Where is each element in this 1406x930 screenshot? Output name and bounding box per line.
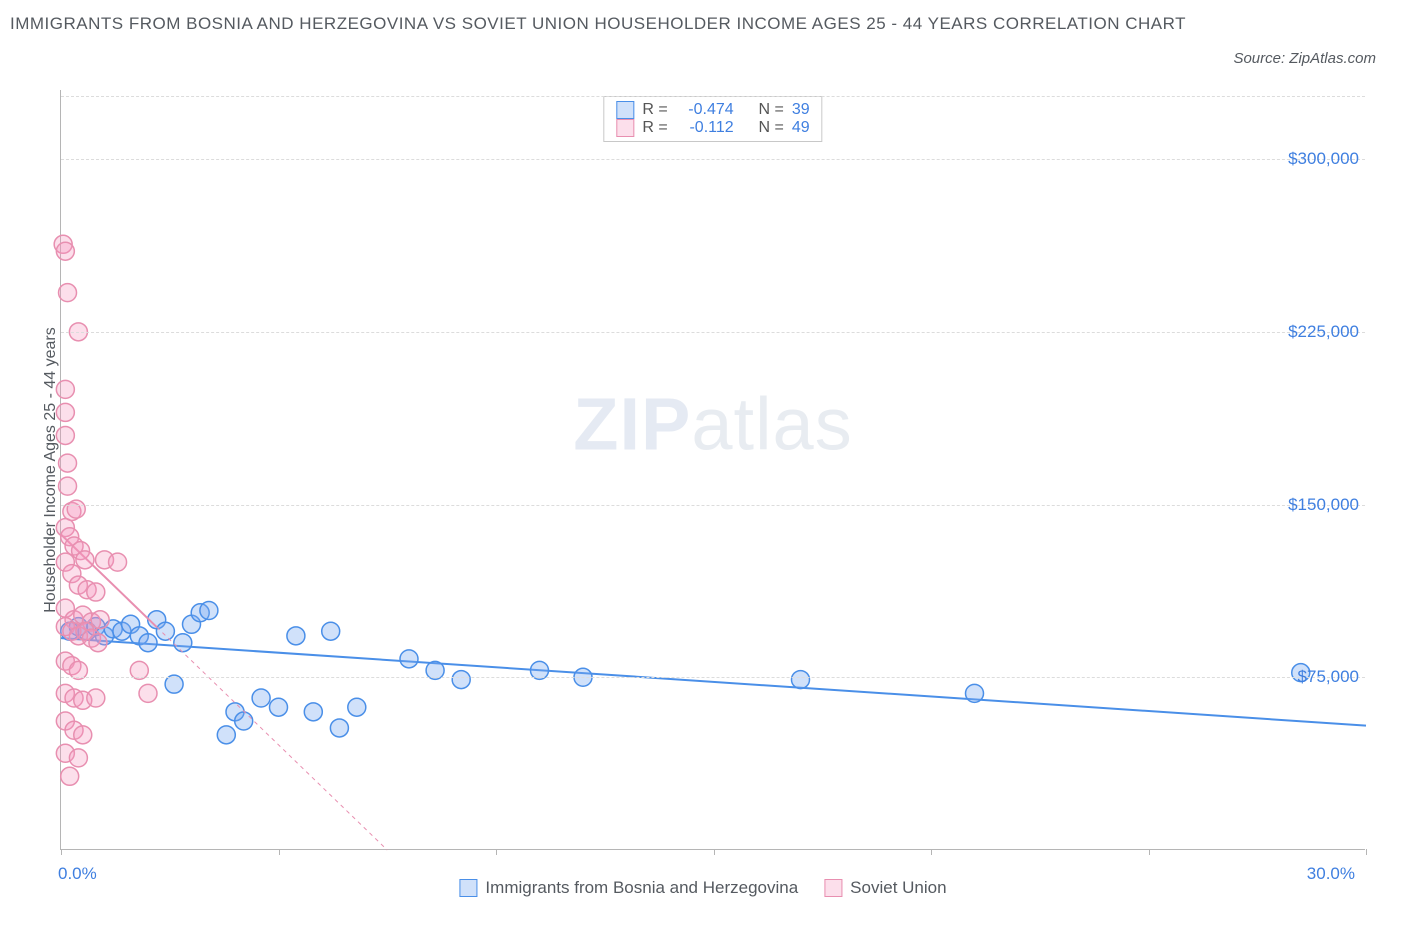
data-point <box>252 689 270 707</box>
data-point <box>56 426 74 444</box>
x-tick <box>714 849 715 855</box>
data-point <box>174 634 192 652</box>
x-tick <box>496 849 497 855</box>
swatch-series2 <box>616 119 634 137</box>
data-point <box>69 749 87 767</box>
legend-swatch-1 <box>459 879 477 897</box>
r-value-1: -0.474 <box>676 101 734 119</box>
data-point <box>156 622 174 640</box>
data-point <box>400 650 418 668</box>
gridline-h <box>61 505 1365 506</box>
x-tick <box>1149 849 1150 855</box>
plot-area: Householder Income Ages 25 - 44 years ZI… <box>60 90 1365 850</box>
data-point <box>217 726 235 744</box>
data-point <box>56 242 74 260</box>
data-point <box>59 454 77 472</box>
legend-item-1: Immigrants from Bosnia and Herzegovina <box>459 878 798 898</box>
legend-swatch-2 <box>824 879 842 897</box>
data-point <box>89 634 107 652</box>
data-point <box>61 767 79 785</box>
data-point <box>87 689 105 707</box>
legend-item-2: Soviet Union <box>824 878 946 898</box>
data-point <box>139 684 157 702</box>
data-point <box>304 703 322 721</box>
data-point <box>270 698 288 716</box>
stats-legend-box: R = -0.474 N = 39 R = -0.112 N = 49 <box>603 96 822 142</box>
data-point <box>200 601 218 619</box>
chart-container: IMMIGRANTS FROM BOSNIA AND HERZEGOVINA V… <box>10 10 1396 920</box>
x-axis-max-label: 30.0% <box>1307 864 1355 884</box>
n-label-1: N = <box>759 101 784 119</box>
data-point <box>74 726 92 744</box>
data-point <box>330 719 348 737</box>
r-label-2: R = <box>642 119 667 137</box>
data-point <box>287 627 305 645</box>
data-point <box>235 712 253 730</box>
gridline-h <box>61 332 1365 333</box>
data-point <box>139 634 157 652</box>
stats-row-series1: R = -0.474 N = 39 <box>616 101 809 119</box>
x-tick <box>931 849 932 855</box>
legend-label-2: Soviet Union <box>850 878 946 898</box>
r-value-2: -0.112 <box>676 119 734 137</box>
x-tick <box>279 849 280 855</box>
y-tick-label: $225,000 <box>1288 322 1359 342</box>
data-point <box>59 284 77 302</box>
data-point <box>966 684 984 702</box>
x-tick <box>61 849 62 855</box>
n-value-1: 39 <box>792 101 810 119</box>
legend-label-1: Immigrants from Bosnia and Herzegovina <box>485 878 798 898</box>
stats-row-series2: R = -0.112 N = 49 <box>616 119 809 137</box>
source-attribution: Source: ZipAtlas.com <box>1233 50 1376 67</box>
x-axis-min-label: 0.0% <box>58 864 97 884</box>
n-value-2: 49 <box>792 119 810 137</box>
y-tick-label: $300,000 <box>1288 149 1359 169</box>
r-label-1: R = <box>642 101 667 119</box>
y-tick-label: $75,000 <box>1298 667 1359 687</box>
data-point <box>56 380 74 398</box>
data-point <box>792 671 810 689</box>
y-axis-label: Householder Income Ages 25 - 44 years <box>42 327 60 613</box>
x-tick <box>1366 849 1367 855</box>
data-point <box>91 611 109 629</box>
chart-area: Householder Income Ages 25 - 44 years ZI… <box>20 90 1385 890</box>
data-point <box>59 477 77 495</box>
data-point <box>67 500 85 518</box>
data-point <box>109 553 127 571</box>
chart-title: IMMIGRANTS FROM BOSNIA AND HERZEGOVINA V… <box>10 10 1396 39</box>
data-point <box>452 671 470 689</box>
data-point <box>76 551 94 569</box>
data-point <box>322 622 340 640</box>
swatch-series1 <box>616 101 634 119</box>
n-label-2: N = <box>759 119 784 137</box>
data-point <box>56 403 74 421</box>
y-tick-label: $150,000 <box>1288 495 1359 515</box>
data-point <box>348 698 366 716</box>
gridline-h <box>61 159 1365 160</box>
gridline-h <box>61 96 1365 97</box>
data-point <box>87 583 105 601</box>
gridline-h <box>61 677 1365 678</box>
scatter-svg <box>61 90 1366 850</box>
bottom-legend: Immigrants from Bosnia and Herzegovina S… <box>459 878 946 898</box>
